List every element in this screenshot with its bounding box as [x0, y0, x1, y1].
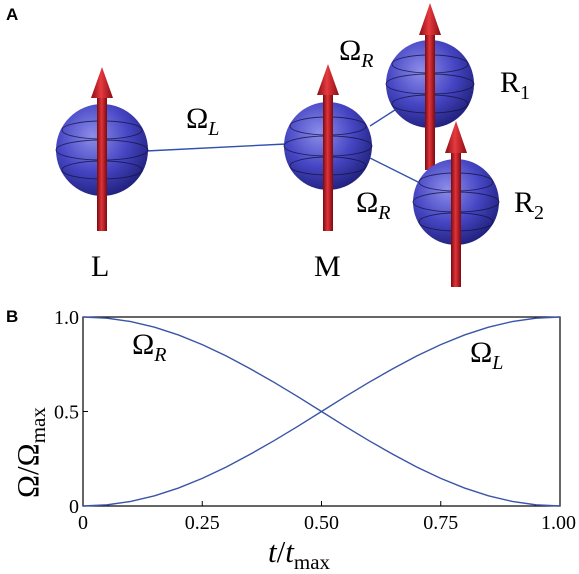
- x-tick-label: 0.50: [304, 512, 339, 534]
- label-omega-l: ΩL: [186, 102, 219, 140]
- series-line-omega-l: [82, 316, 561, 507]
- link-l-m: [145, 143, 287, 152]
- y-axis-title: Ω/Ωmax: [10, 407, 50, 498]
- spin-r1: [385, 3, 475, 170]
- spin-r1-arrow: [419, 3, 441, 170]
- spin-r2-arrow: [445, 121, 467, 287]
- x-tick-label: 1.00: [541, 512, 576, 534]
- y-tick-label: 1.0: [54, 307, 79, 329]
- label-spin-r1: R1: [500, 66, 530, 104]
- series-layer: [82, 316, 561, 507]
- spin-l-arrow: [91, 67, 113, 231]
- spin-r2: [412, 121, 500, 287]
- y-tick-label: 0.5: [54, 402, 79, 424]
- x-axis-title: t/tmax: [268, 534, 331, 574]
- label-spin-l: L: [91, 250, 109, 283]
- spin-m: [283, 64, 373, 231]
- x-tick-label: 0: [78, 512, 88, 534]
- x-tick-label: 0.25: [185, 512, 220, 534]
- label-spin-m: M: [314, 250, 341, 283]
- spin-l: [55, 67, 149, 231]
- label-omega-r-bottom: ΩR: [356, 186, 391, 224]
- y-axis-ticks: 0 0.5 1.0: [54, 307, 88, 518]
- curve-label-omega-r: ΩR: [132, 328, 167, 366]
- link-m-r2: [369, 157, 423, 185]
- panel-b: B 0 0.25 0.50 0.75 1.00 0 0.5 1.0 ΩR ΩL t/tmax…: [6, 307, 576, 574]
- link-m-r1: [369, 107, 399, 127]
- x-axis-ticks: 0 0.25 0.50 0.75 1.00: [78, 501, 576, 534]
- spin-m-arrow: [317, 64, 339, 231]
- x-tick-label: 0.75: [423, 512, 458, 534]
- y-tick-label: 0: [69, 496, 79, 518]
- panel-a: A: [6, 3, 544, 287]
- panel-b-letter: B: [6, 307, 18, 326]
- label-spin-r2: R2: [514, 186, 544, 224]
- curve-label-omega-l: ΩL: [470, 336, 503, 374]
- coupling-links: [145, 107, 423, 185]
- panel-a-letter: A: [6, 5, 18, 24]
- label-omega-r-top: ΩR: [339, 34, 374, 72]
